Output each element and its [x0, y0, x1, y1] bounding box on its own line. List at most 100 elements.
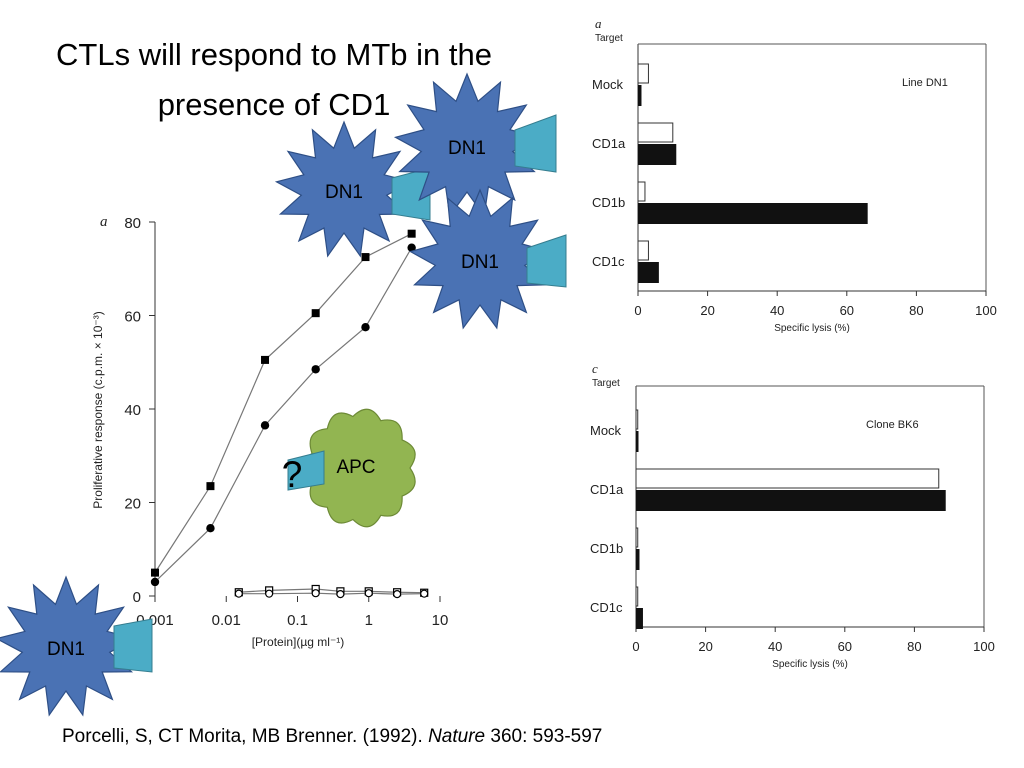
dn1-label: DN1 [448, 138, 486, 159]
x-axis-label: [Protein](µg ml⁻¹) [252, 635, 345, 649]
data-point-open-circle [234, 589, 243, 598]
data-point-open-circle [364, 589, 373, 598]
y-tick-label: 0 [133, 589, 141, 606]
x-tick-label: 100 [973, 639, 995, 654]
bar-open [635, 409, 639, 430]
data-point-filled-square [361, 253, 370, 262]
apc-cell: APC ? [282, 408, 416, 528]
bar-open [637, 122, 674, 143]
y-axis-label: Proliferative response (c.p.m. × 10⁻³) [91, 311, 105, 508]
data-point-open-circle [265, 589, 274, 598]
x-tick-label: 80 [907, 639, 921, 654]
data-point-filled-circle [150, 577, 160, 587]
bar-open [637, 63, 649, 84]
bar-filled [638, 262, 659, 283]
series-line [154, 247, 413, 583]
x-axis-label: Specific lysis (%) [772, 659, 848, 670]
bar-filled [636, 490, 946, 511]
question-mark: ? [282, 454, 303, 495]
dn1-label: DN1 [47, 639, 85, 660]
dn1-star-shape [0, 575, 138, 717]
data-point-filled-square [151, 568, 159, 577]
series-line [154, 233, 412, 573]
cd1-receptor-shape [514, 114, 557, 173]
dn1-cell-right: DN1 [408, 188, 567, 330]
x-axis-label: Specific lysis (%) [774, 323, 850, 334]
slide-title: CTLs will respond to MTb in the presence… [0, 30, 548, 130]
citation: Porcelli, S, CT Morita, MB Brenner. (199… [62, 726, 602, 748]
data-point-filled-square [206, 482, 215, 491]
x-tick-label: 20 [698, 639, 712, 654]
x-tick-label: 0 [634, 303, 641, 318]
data-point-open-circle [393, 590, 402, 599]
x-tick-label: 0.1 [287, 612, 308, 629]
category-label: CD1b [592, 195, 625, 210]
x-tick-label: 40 [768, 639, 782, 654]
bar-open [635, 527, 639, 548]
data-point-filled-square [311, 309, 320, 318]
data-point-filled-circle [311, 365, 320, 374]
dn1-star-shape [408, 188, 552, 330]
bar-filled [636, 608, 643, 629]
data-point-open-circle [311, 589, 320, 598]
x-tick-label: 60 [838, 639, 852, 654]
panel-label: a [100, 214, 108, 230]
dn1-star-shape [393, 72, 541, 218]
data-point-filled-circle [260, 421, 270, 430]
dn1-cell-lower-left: DN1 [0, 575, 153, 717]
y-tick-label: 40 [124, 402, 141, 419]
x-tick-label: 10 [432, 612, 449, 629]
dn1-label: DN1 [325, 182, 363, 203]
x-tick-label: 40 [770, 303, 784, 318]
category-label: Mock [590, 423, 622, 438]
y-tick-label: 80 [124, 215, 141, 232]
y-tick-label: 20 [124, 496, 141, 513]
cd1-receptor-shape [287, 450, 325, 491]
category-label: Mock [592, 77, 624, 92]
legend-text: Line DN1 [902, 77, 948, 89]
slide-title-line2: presence of CD1 [157, 87, 391, 122]
category-header: Target [595, 33, 623, 44]
bar-open [637, 181, 646, 202]
citation-details: 360: 593-597 [490, 726, 603, 747]
y-tick-label: 60 [124, 309, 141, 326]
bar-filled [636, 549, 640, 570]
data-point-open-circle [336, 590, 345, 599]
category-label: CD1a [592, 136, 626, 151]
data-point-filled-circle [407, 243, 416, 252]
data-point-filled-square [407, 229, 416, 238]
cd1-receptor-shape [113, 618, 153, 673]
dn1-cell-top-right: DN1 [393, 72, 557, 218]
cd1-receptor-shape [526, 234, 567, 288]
x-tick-label: 60 [840, 303, 854, 318]
citation-journal: Nature [428, 726, 486, 747]
x-tick-label: 0.01 [212, 612, 241, 629]
slide-title-line1: CTLs will respond to MTb in the [56, 37, 492, 72]
citation-authors: Porcelli, S, CT Morita, MB Brenner. (199… [62, 726, 423, 747]
panel-label: a [595, 16, 602, 31]
apc-label: APC [336, 457, 375, 478]
legend-text: Clone BK6 [866, 419, 919, 431]
data-point-filled-circle [361, 322, 370, 332]
bar-filled [638, 85, 642, 106]
x-tick-label: 80 [909, 303, 923, 318]
x-tick-label: 0 [632, 639, 639, 654]
x-tick-label: 20 [700, 303, 714, 318]
bar-filled [638, 144, 677, 165]
data-point-open-circle [420, 589, 429, 598]
bar-open [635, 586, 639, 607]
category-label: CD1b [590, 541, 623, 556]
bar-filled [638, 203, 868, 224]
data-point-filled-square [261, 355, 270, 364]
panel-label: c [592, 361, 598, 376]
x-tick-label: 100 [975, 303, 997, 318]
x-tick-label: 1 [365, 612, 373, 629]
bar-open [637, 240, 649, 261]
category-label: CD1c [590, 600, 623, 615]
bar-filled [636, 431, 639, 452]
dn1-label: DN1 [461, 252, 499, 273]
bar-open [635, 468, 940, 489]
category-label: CD1c [592, 254, 625, 269]
